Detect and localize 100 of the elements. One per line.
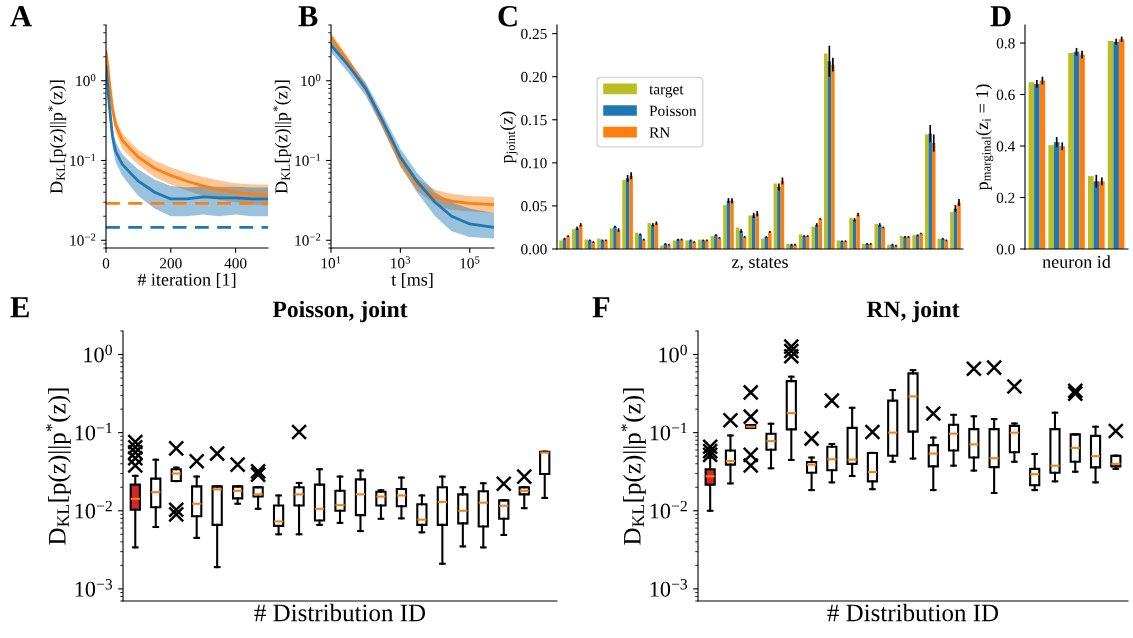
bar [1034,83,1040,249]
bar [730,200,734,249]
bar [584,239,589,249]
x-tick-label: 10$^{5}$ [460,256,480,269]
y-tick-label: 0.0 [996,244,1015,255]
bar [931,143,936,249]
y-tick-label: 0.10 [521,157,547,169]
bar [739,230,743,249]
y-tick-label: 10$^{0}$ [76,73,96,87]
bar [831,64,835,249]
legend-label: Poisson [649,105,697,117]
y-tick-label: 10$^{0}$ [84,344,112,363]
x-axis-title: # iteration [1] [137,272,236,288]
bar [705,240,709,249]
y-tick-label: 0.05 [521,201,547,212]
y-tick-label: 10$^{−1}$ [75,422,112,441]
y-tick-label: 10$^{−2}$ [70,233,96,246]
bar [1099,181,1105,249]
bar [604,240,608,249]
bar [714,235,718,249]
x-tick-label: 0 [102,258,110,269]
text: B [298,6,318,27]
bar [1079,54,1085,249]
bar [701,240,706,249]
bar [912,235,916,249]
bar [928,133,932,249]
legend-label: RN [649,127,670,138]
bar [755,213,759,249]
x-axis-title: neuron id [1042,255,1111,268]
y-axis-title: D$_{KL}$[p(z)||p$^{*}$(z)] [48,80,67,194]
y-tick-label: 10$^{−1}$ [295,153,321,166]
bar [748,215,752,249]
x-axis-title: # Distribution ID [254,603,426,622]
y-tick-label: 10$^{−2}$ [650,500,687,519]
chart-title: Poisson, joint [272,300,408,323]
y-tick-label: 0.8 [996,38,1015,49]
y-axis-title: p$_{joint}$(z) [499,111,518,164]
y-tick-label: 10$^{−2}$ [75,500,112,519]
x-tick-label: 200 [160,258,182,269]
y-tick-label: 0.20 [521,71,547,83]
y-axis-title: D$_{KL}$[p(z)||p$^{*}$(z)] [45,388,71,545]
bar [641,239,646,249]
bar [1107,40,1114,249]
bar [957,202,961,249]
text: F [592,297,610,318]
text: D [990,6,1011,27]
bar [1059,146,1066,249]
y-tick-label: 10$^{−3}$ [75,579,113,597]
bar [1048,145,1054,249]
y-tick-label: 0.6 [996,89,1015,101]
y-tick-label: 0.25 [521,28,547,40]
bar [566,236,570,249]
bar [597,238,601,249]
bar [588,240,592,249]
bar [575,228,579,249]
bar [874,224,879,249]
y-tick-label: 10$^{0}$ [659,344,687,363]
y-tick-label: 0.00 [521,244,547,255]
y-tick-label: 0.2 [996,192,1015,204]
bar [941,238,945,249]
y-tick-label: 10$^{−1}$ [70,153,96,166]
bar [1118,39,1125,249]
bar [676,239,680,249]
x-axis-title: z, states [731,257,788,271]
y-tick-label: 10$^{−3}$ [650,579,688,597]
bar [613,226,617,249]
bar [638,234,642,249]
bar [811,226,815,249]
x-axis-title: t [ms] [391,272,433,288]
x-axis-title: # Distribution ID [827,603,999,622]
bar [761,238,765,249]
x-tick-label: 400 [224,258,247,269]
bar [903,236,907,249]
y-tick-label: 10$^{−1}$ [650,422,687,441]
bar [1113,41,1119,249]
bar [768,231,772,249]
legend-label: target [649,85,684,98]
bar [1068,53,1074,249]
bar [692,242,696,249]
bar [919,233,923,249]
bar [856,214,860,249]
x-tick-label: 10$^{3}$ [391,256,411,269]
bar [840,241,844,249]
text: A [10,6,32,27]
bar [723,205,727,249]
bar [950,211,954,249]
bar [802,236,806,249]
text: C [498,5,517,27]
bar [777,186,781,249]
bar [685,240,689,249]
chart-title: RN, joint [866,300,960,323]
bar [849,217,853,249]
bar [651,224,655,249]
bar [1028,82,1035,249]
bar [622,180,626,249]
bar [559,240,563,249]
y-tick-label: 0.15 [521,114,547,126]
bar [814,224,819,249]
y-tick-label: 0.4 [996,141,1016,152]
y-axis-title: p$_{marginal}$(z$_{i}$ = 1) [975,84,994,191]
